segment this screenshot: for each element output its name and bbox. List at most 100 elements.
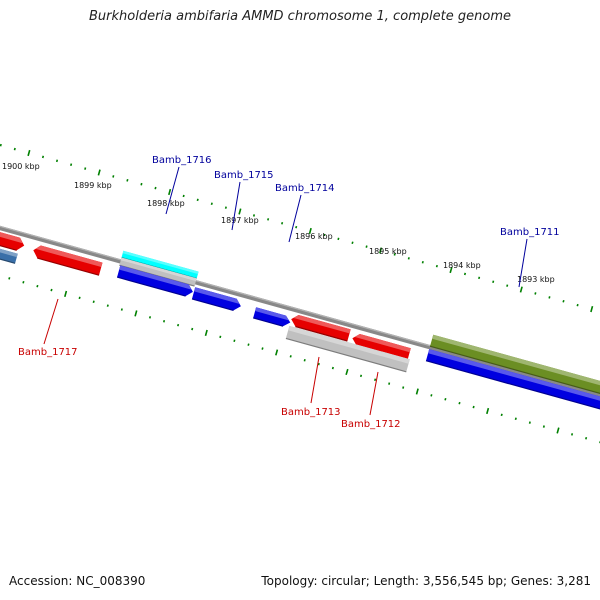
gene-arrow-reverse[interactable] — [0, 227, 25, 251]
gene-arrow-highlight — [432, 334, 600, 386]
gene-arrow-shadow — [37, 257, 100, 276]
minor-tick — [359, 374, 363, 378]
gene-arrow-shadow — [0, 245, 17, 251]
gene-arrow-highlight — [255, 307, 289, 321]
gene-label-group[interactable]: Bamb_1715 — [214, 170, 274, 231]
scale-label: 1900 kbp — [2, 162, 40, 171]
major-tick — [308, 227, 312, 235]
gene-label-group[interactable]: Bamb_1716 — [152, 155, 212, 215]
minor-tick — [36, 284, 39, 288]
gene-arrow-shadow — [285, 337, 407, 373]
gene-arrow-highlight — [122, 250, 199, 274]
minor-tick — [154, 186, 157, 190]
minor-tick — [50, 288, 53, 292]
major-tick — [134, 310, 138, 317]
major-tick — [27, 149, 31, 157]
scale-label: 1897 kbp — [221, 216, 259, 225]
gene-leader-line — [288, 194, 302, 243]
gene-label-group[interactable]: Bamb_1712 — [341, 371, 401, 430]
minor-tick — [267, 218, 270, 221]
minor-tick — [41, 155, 45, 159]
minor-tick — [548, 296, 551, 299]
minor-tick — [0, 143, 2, 147]
gene-arrow-body — [291, 315, 351, 341]
gene-label-group[interactable]: Bamb_1717 — [18, 298, 78, 358]
gene-arrow-highlight — [354, 334, 411, 353]
minor-tick — [224, 206, 227, 209]
genome-summary-text: Topology: circular; Length: 3,556,545 bp… — [261, 574, 591, 588]
minor-tick — [210, 202, 213, 206]
minor-tick — [281, 221, 284, 225]
major-tick — [97, 169, 101, 176]
minor-tick — [435, 264, 438, 268]
scale-label: 1898 kbp — [147, 199, 185, 208]
minor-tick — [444, 397, 447, 401]
gene-leader-line — [518, 238, 528, 288]
minor-tick — [177, 323, 180, 327]
ruler-ticks — [0, 143, 600, 444]
gene-label: Bamb_1712 — [341, 419, 401, 430]
major-tick — [204, 329, 208, 337]
gene-arrow-shadow — [253, 317, 284, 327]
gene-arrow-shadow — [116, 276, 186, 297]
minor-tick — [261, 347, 264, 350]
gene-arrow-reverse[interactable] — [285, 325, 410, 373]
minor-tick — [576, 303, 579, 307]
minor-tick — [233, 339, 236, 343]
minor-tick — [585, 436, 588, 440]
gene-leader-line — [310, 356, 320, 404]
gene-arrow-highlight — [35, 245, 103, 267]
gene-arrow-highlight — [194, 287, 240, 304]
gene-arrow-forward[interactable] — [191, 287, 241, 311]
gene-arrow-highlight — [288, 325, 410, 364]
major-tick — [345, 368, 349, 376]
minor-tick — [126, 178, 129, 182]
gene-arrow-reverse[interactable] — [33, 245, 103, 276]
gene-arrow-forward[interactable] — [425, 349, 600, 411]
gene-label-group[interactable]: Bamb_1711 — [500, 227, 560, 288]
major-tick — [519, 286, 523, 293]
gene-label-group[interactable]: Bamb_1714 — [275, 183, 335, 243]
gene-arrow-shadow — [425, 360, 600, 410]
minor-tick — [374, 378, 377, 382]
minor-tick — [163, 320, 166, 323]
minor-tick — [148, 316, 152, 319]
major-tick — [449, 266, 453, 274]
minor-tick — [112, 175, 115, 178]
gene-label-group[interactable]: Bamb_1713 — [281, 356, 341, 418]
major-tick — [486, 407, 490, 415]
minor-tick — [106, 304, 109, 307]
minor-tick — [337, 237, 340, 241]
gene-arrow-highlight — [0, 232, 23, 244]
scale-label: 1893 kbp — [517, 275, 555, 284]
gene-arrow-forward[interactable] — [253, 307, 291, 327]
minor-tick — [92, 300, 95, 304]
gene-label: Bamb_1716 — [152, 155, 212, 166]
minor-tick — [528, 421, 531, 424]
minor-tick — [542, 425, 545, 428]
minor-tick — [534, 292, 537, 295]
gene-arrow-reverse[interactable] — [0, 244, 18, 264]
gene-leader-line — [369, 371, 379, 416]
minor-tick — [13, 147, 16, 151]
minor-tick — [140, 182, 143, 186]
minor-tick — [388, 382, 391, 385]
minor-tick — [351, 241, 354, 245]
gene-arrow-forward[interactable] — [429, 334, 600, 397]
minor-tick — [219, 335, 222, 339]
gene-arrow-forward[interactable] — [116, 265, 193, 297]
gene-arrow-body — [352, 334, 411, 360]
minor-tick — [562, 299, 565, 303]
gene-leader-line — [231, 181, 241, 231]
gene-label: Bamb_1715 — [214, 170, 274, 181]
gene-arrow-reverse[interactable] — [291, 315, 351, 342]
gene-arrow-highlight — [428, 349, 600, 401]
minor-tick — [70, 163, 73, 167]
minor-tick — [295, 225, 298, 229]
gene-arrow-shadow — [429, 345, 600, 395]
minor-tick — [421, 260, 424, 264]
minor-tick — [407, 257, 410, 260]
gene-features — [0, 227, 600, 411]
